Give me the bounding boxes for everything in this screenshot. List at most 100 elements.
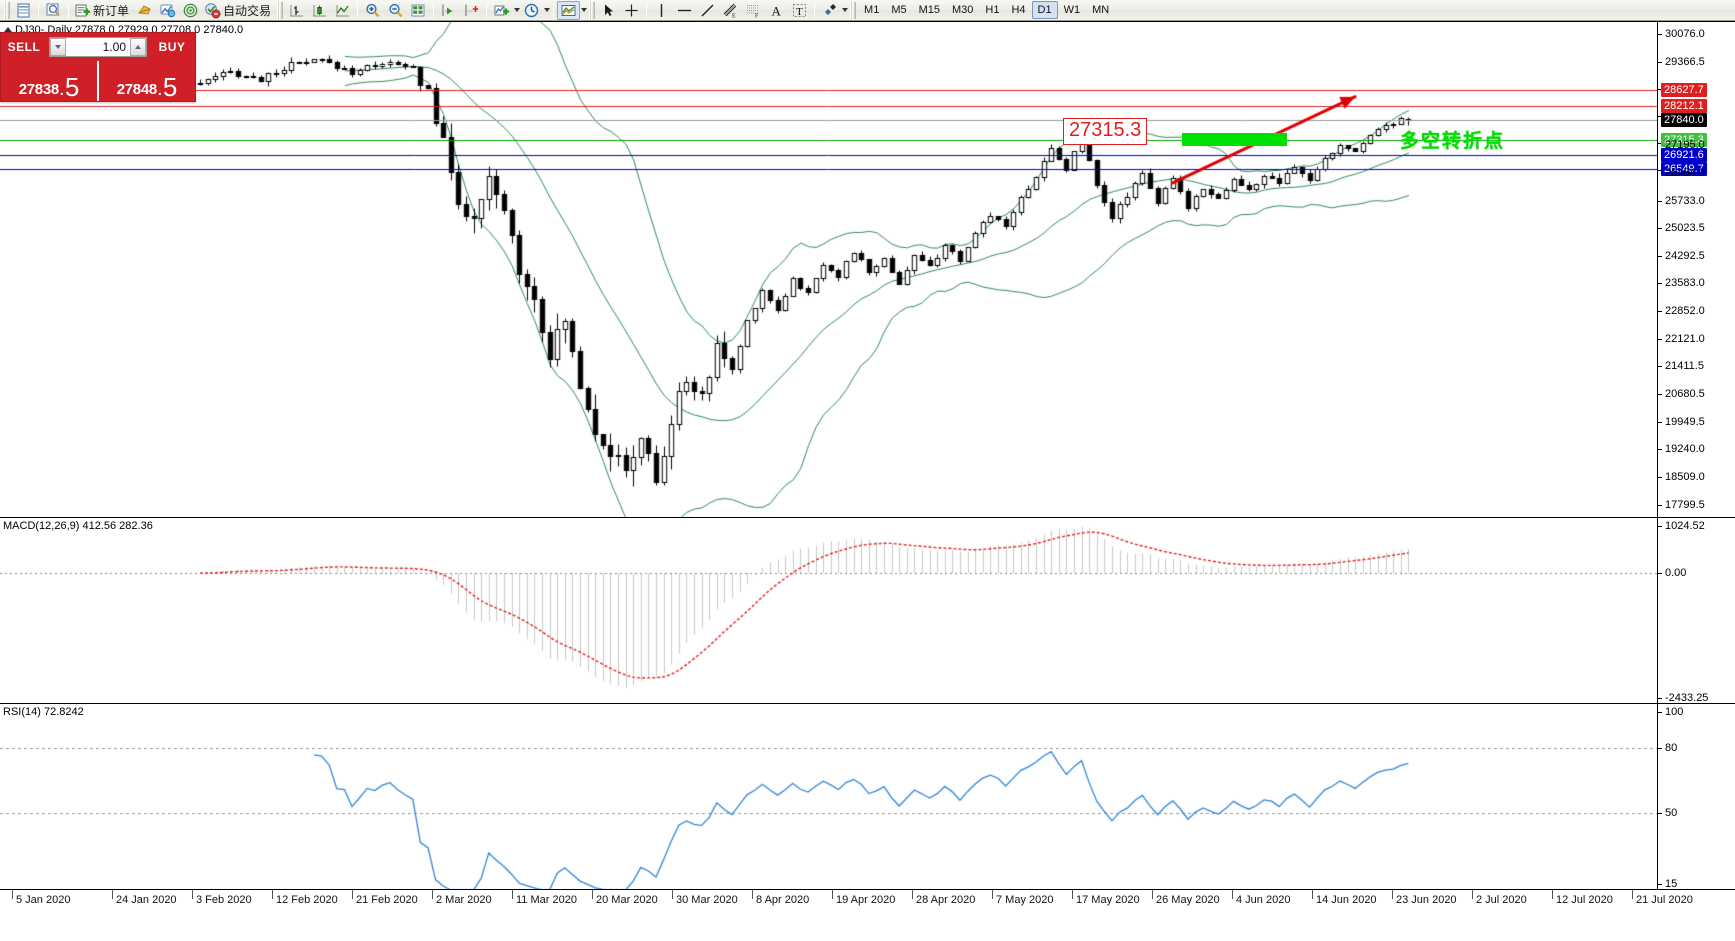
history-button[interactable] [133, 1, 156, 20]
toolbar-grip-2[interactable] [277, 1, 284, 19]
price-pane[interactable]: 27315.3 多空转折点 DJ30-,Daily 27878.0 27929.… [0, 22, 1735, 518]
toolbar-separator [486, 2, 488, 18]
svg-text:F: F [755, 13, 759, 19]
timeframe-h4[interactable]: H4 [1011, 4, 1026, 16]
price-axis-label: 30076.0 [1665, 28, 1705, 41]
macd-axis[interactable]: 1024.52 0.00 -2433.25 [1657, 518, 1735, 704]
price-level-label[interactable]: 27840.0 [1661, 113, 1707, 128]
text-icon: A [768, 2, 785, 19]
volume-value[interactable]: 1.00 [102, 40, 126, 54]
axis-tick [1658, 712, 1662, 713]
crosshair-icon [623, 2, 640, 19]
rsi-canvas [0, 704, 1657, 889]
rsi-axis[interactable]: 100 80 50 15 [1657, 704, 1735, 890]
collapse-icon[interactable] [4, 27, 12, 32]
axis-tick [1658, 227, 1662, 229]
signals-button[interactable] [156, 1, 179, 20]
bar-chart-button[interactable] [285, 1, 308, 20]
autotrading-button[interactable]: 自动交易 [202, 1, 275, 20]
date-axis-label: 7 May 2020 [996, 894, 1054, 906]
timeframe-m15[interactable]: M15 [918, 4, 940, 16]
date-axis-label: 11 Mar 2020 [516, 894, 577, 906]
timeframe-m1[interactable]: M1 [864, 4, 880, 16]
text-label-button[interactable]: T [788, 1, 811, 20]
indicators-button[interactable] [490, 1, 513, 20]
data-window-icon [45, 2, 62, 19]
market-button[interactable] [179, 1, 202, 20]
period-button[interactable] [520, 1, 543, 20]
equidistant-channel-button[interactable]: E [719, 1, 742, 20]
svg-text:A: A [772, 3, 782, 18]
crosshair-button[interactable] [620, 1, 643, 20]
axis-tick [1658, 339, 1662, 341]
price-level-label[interactable]: 26921.6 [1661, 148, 1707, 163]
toolbar-separator [68, 2, 69, 18]
timeframe-h1[interactable]: H1 [985, 4, 1000, 16]
hline-button[interactable] [673, 1, 696, 20]
price-level-label[interactable]: 28212.1 [1661, 98, 1707, 113]
text-button[interactable]: A [765, 1, 788, 20]
rsi-pane[interactable]: RSI(14) 72.8242 100 80 50 15 [0, 704, 1735, 890]
rsi-plot[interactable] [0, 704, 1657, 889]
axis-tick [1658, 698, 1662, 699]
timeframe-d1[interactable]: D1 [1031, 1, 1058, 19]
trendline-button[interactable] [696, 1, 719, 20]
data-window-icon-button[interactable] [42, 1, 65, 20]
sell-button[interactable]: 27838 . 5 [1, 61, 97, 101]
date-axis[interactable]: 5 Jan 2020 24 Jan 2020 3 Feb 2020 12 Feb 20… [0, 890, 1735, 941]
timeframe-w1[interactable]: W1 [1063, 4, 1081, 16]
terminal-icon-button[interactable] [12, 1, 35, 20]
chart-area[interactable]: 27315.3 多空转折点 DJ30-,Daily 27878.0 27929.… [0, 21, 1735, 941]
timeframe-m5[interactable]: M5 [891, 4, 907, 16]
macd-plot[interactable] [0, 518, 1657, 703]
autoscroll-button[interactable] [460, 1, 483, 20]
toolbar-grip-3[interactable] [589, 1, 596, 19]
templates-button[interactable] [557, 0, 581, 20]
price-level-label[interactable]: 27315.3 [1661, 133, 1707, 148]
date-tick [912, 890, 913, 899]
templates-dropdown-caret[interactable] [581, 8, 588, 12]
tile-windows-button[interactable] [407, 1, 430, 20]
date-tick [1632, 890, 1633, 899]
timeframe-mn[interactable]: MN [1092, 4, 1110, 16]
axis-tick [1658, 61, 1662, 63]
cursor-button[interactable] [597, 1, 620, 20]
line-chart-button[interactable] [331, 1, 354, 20]
macd-pane[interactable]: MACD(12,26,9) 412.56 282.36 1024.52 0.00 -… [0, 518, 1735, 704]
one-click-trading-panel[interactable]: SELL 1.00 BUY 27838 . 5 27848 . 5 [0, 32, 196, 102]
price-level-label[interactable]: 28627.7 [1661, 82, 1707, 97]
price-axis[interactable]: 30076.029366.528657.027947.527238.026528… [1657, 22, 1735, 517]
shift-end-button[interactable] [437, 1, 460, 20]
volume-increment-button[interactable] [130, 38, 146, 56]
zoom-in-button[interactable] [361, 1, 384, 20]
toolbar-separator [553, 2, 555, 18]
objects-button[interactable] [818, 1, 841, 20]
candle-chart-button[interactable] [308, 1, 331, 20]
fibonacci-button[interactable]: F [742, 1, 765, 20]
macd-axis-label: 0.00 [1665, 567, 1687, 580]
objects-dropdown-caret[interactable] [842, 8, 849, 12]
zoom-out-button[interactable] [384, 1, 407, 20]
axis-tick [1658, 200, 1662, 202]
volume-input[interactable]: 1.00 [49, 37, 147, 57]
indicators-dropdown-caret[interactable] [514, 8, 521, 12]
price-canvas [0, 22, 1657, 517]
support-zone-marker [1182, 133, 1287, 147]
trade-panel-bottom: 27838 . 5 27848 . 5 [1, 61, 195, 101]
date-axis-label: 5 Jan 2020 [16, 894, 71, 906]
date-tick [272, 890, 273, 899]
price-level-label[interactable]: 26549.7 [1661, 162, 1707, 177]
toolbar-grip-4[interactable] [850, 1, 857, 19]
new-order-button[interactable]: 新订单 [72, 1, 133, 20]
volume-decrement-button[interactable] [50, 38, 66, 56]
period-dropdown-caret[interactable] [544, 8, 551, 12]
axis-tick [1658, 311, 1662, 313]
buy-button[interactable]: 27848 . 5 [99, 61, 195, 101]
date-tick [672, 890, 673, 899]
toolbar-grip[interactable] [4, 1, 10, 19]
axis-tick [1658, 884, 1662, 885]
price-plot[interactable]: 27315.3 多空转折点 [0, 22, 1657, 517]
buy-label: BUY [158, 40, 186, 54]
vline-button[interactable] [650, 1, 673, 20]
timeframe-m30[interactable]: M30 [952, 4, 974, 16]
